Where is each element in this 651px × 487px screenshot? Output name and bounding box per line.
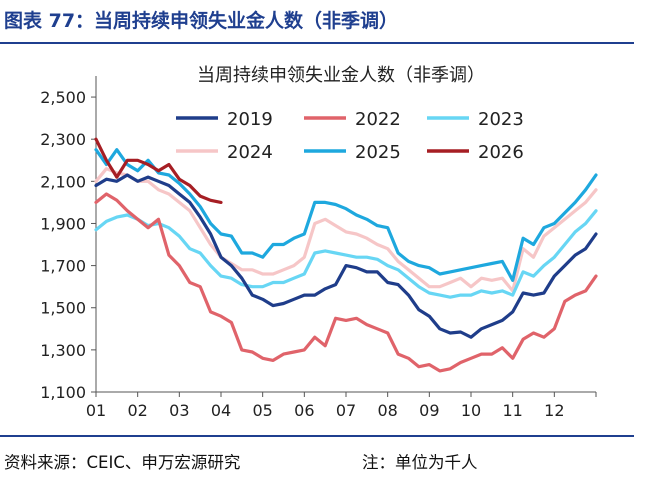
x-tick-label: 11	[502, 401, 522, 420]
line-chart: 当周持续申领失业金人数（非季调） 1,100 1,300 1,500 1,700 1,9…	[40, 65, 598, 420]
x-tick-label: 08	[377, 401, 397, 420]
x-tick-label: 04	[211, 401, 231, 420]
series-line-2022	[94, 192, 598, 373]
legend-label-2022: 2022	[355, 109, 401, 130]
chart-title: 当周持续申领失业金人数（非季调）	[197, 65, 485, 86]
x-tick-label: 03	[169, 401, 189, 420]
x-tick-label: 09	[419, 401, 439, 420]
x-tick-label: 05	[252, 401, 272, 420]
legend: 2019 2022 2023 2024 2025 2026	[176, 109, 524, 163]
series-group	[94, 137, 598, 373]
legend-label-2024: 2024	[227, 142, 273, 163]
x-tick-label: 10	[461, 401, 481, 420]
source-note: 资料来源：CEIC、申万宏源研究	[4, 453, 241, 472]
footer-divider	[0, 435, 634, 437]
x-tick-label: 02	[127, 401, 147, 420]
legend-label-2019: 2019	[227, 109, 273, 130]
y-tick-label: 2,100	[40, 172, 86, 191]
x-tick-label: 12	[544, 401, 564, 420]
x-tick-label: 01	[86, 401, 106, 420]
x-tick-label: 07	[336, 401, 356, 420]
y-tick-label: 2,300	[40, 130, 86, 149]
legend-label-2025: 2025	[355, 142, 401, 163]
y-tick-label: 1,500	[40, 299, 86, 318]
axes: 1,100 1,300 1,500 1,700 1,900 2,100 2,300 2,500…	[40, 76, 597, 420]
series-line-2024	[94, 167, 598, 293]
x-tick-label: 06	[294, 401, 314, 420]
unit-note: 注：单位为千人	[362, 453, 478, 472]
y-tick-label: 1,900	[40, 214, 86, 233]
series-line-2023	[94, 209, 598, 299]
title-divider	[0, 42, 634, 44]
legend-label-2023: 2023	[478, 109, 524, 130]
y-tick-label: 1,100	[40, 383, 86, 402]
y-tick-label: 1,300	[40, 341, 86, 360]
y-tick-label: 1,700	[40, 257, 86, 276]
figure-title: 图表 77：当周持续申领失业金人数（非季调）	[4, 10, 399, 32]
legend-label-2026: 2026	[478, 142, 524, 163]
series-line-2025	[94, 148, 598, 282]
y-tick-label: 2,500	[40, 88, 86, 107]
series-line-2019	[94, 173, 598, 339]
series-line-2026	[94, 137, 223, 204]
